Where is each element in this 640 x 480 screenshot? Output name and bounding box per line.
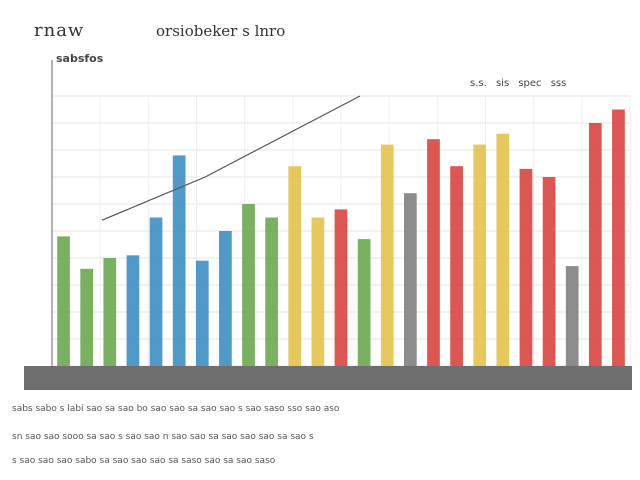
bar	[242, 204, 255, 366]
bar	[80, 268, 94, 366]
bar	[496, 133, 510, 366]
bar	[288, 166, 302, 366]
bar	[565, 266, 579, 366]
x-axis-tick-row: sabs sabo s labi sao sa sao bo sao sao s…	[12, 404, 340, 414]
chart-subtitle: sabsfos	[56, 52, 104, 65]
bar	[126, 255, 140, 366]
bar	[473, 144, 487, 366]
chart-legend: s.s. sis spec sss	[470, 78, 567, 89]
bar	[265, 217, 278, 366]
bar	[404, 193, 417, 366]
bar	[103, 258, 117, 366]
bar	[172, 155, 186, 366]
bar	[519, 168, 533, 366]
footer-text-row: s sao sao sao sabo sa sao sao sao sa sas…	[12, 456, 276, 466]
footer-text-row: sn sao sao sooo sa sao s sao sao n sao s…	[12, 432, 314, 442]
chart-title-left: rnaw	[34, 20, 85, 41]
bar	[427, 139, 440, 366]
bar	[219, 231, 232, 366]
x-axis-band	[24, 366, 632, 390]
bar	[195, 260, 209, 366]
bar	[612, 109, 625, 366]
trend-line	[101, 95, 361, 221]
bar	[149, 217, 163, 366]
bar	[357, 239, 371, 366]
bar	[542, 177, 556, 366]
bar	[380, 144, 394, 366]
bar	[311, 217, 325, 366]
bar	[450, 166, 463, 366]
chart-title: orsiobeker s lnro	[156, 22, 286, 40]
bar	[588, 123, 602, 366]
bar	[334, 209, 348, 366]
bar	[57, 236, 70, 366]
